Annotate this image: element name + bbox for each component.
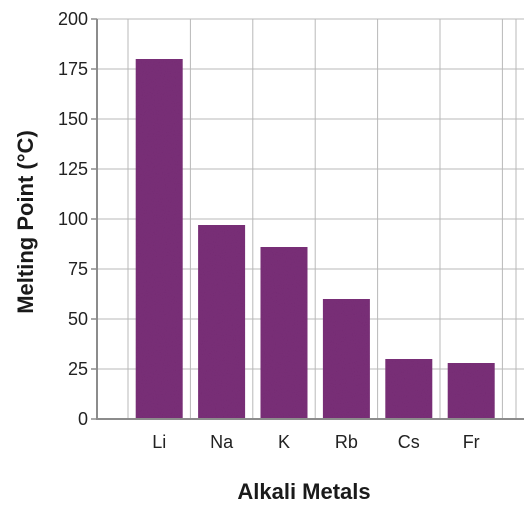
y-tick-labels: 0 25 50 75 100 125 150 175 200 xyxy=(58,9,88,429)
x-tick-label: Cs xyxy=(398,432,420,452)
x-tick-labels: Li Na K Rb Cs Fr xyxy=(152,432,480,452)
y-tick-label: 50 xyxy=(68,309,88,329)
y-tick-label: 125 xyxy=(58,159,88,179)
bar-rb xyxy=(322,299,370,419)
y-tick-label: 100 xyxy=(58,209,88,229)
x-tick-label: Na xyxy=(210,432,234,452)
bar-li xyxy=(135,59,183,419)
bar-cs xyxy=(385,359,433,419)
y-tick-label: 200 xyxy=(58,9,88,29)
x-tick-label: Li xyxy=(152,432,166,452)
bar-na xyxy=(198,225,246,419)
x-tick-label: Rb xyxy=(335,432,358,452)
y-tick-label: 25 xyxy=(68,359,88,379)
y-tick-label: 0 xyxy=(78,409,88,429)
y-tick-label: 75 xyxy=(68,259,88,279)
x-tick-label: K xyxy=(278,432,290,452)
bars xyxy=(135,59,495,419)
y-tick-label: 175 xyxy=(58,59,88,79)
bar-fr xyxy=(447,363,495,419)
y-tick-label: 150 xyxy=(58,109,88,129)
axes xyxy=(91,18,524,420)
x-tick-label: Fr xyxy=(463,432,480,452)
bar-k xyxy=(260,247,308,419)
y-axis-title: Melting Point (°C) xyxy=(13,130,38,314)
x-axis-title: Alkali Metals xyxy=(237,479,370,504)
